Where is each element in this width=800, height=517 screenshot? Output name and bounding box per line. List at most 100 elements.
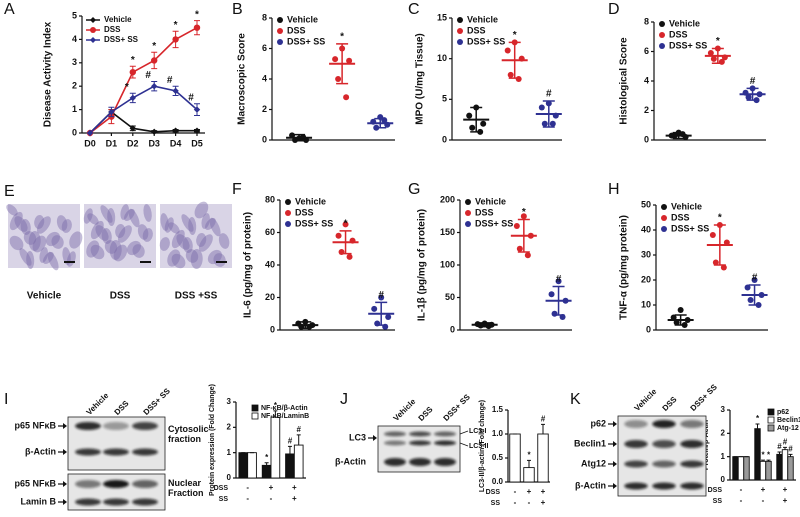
legend-marker bbox=[90, 17, 96, 23]
condition-value: + bbox=[783, 485, 788, 494]
row-label: LC3 bbox=[349, 432, 366, 442]
significance: # bbox=[546, 89, 552, 100]
significance: # bbox=[167, 75, 173, 86]
fraction-label: Cytosolic fraction bbox=[168, 424, 209, 444]
bar bbox=[781, 449, 789, 481]
row-label: p65 NFκB bbox=[14, 420, 56, 430]
fraction-label: Nuclear Fraction bbox=[168, 478, 204, 498]
significance: * bbox=[767, 450, 771, 459]
y-tick-label: 2 bbox=[721, 428, 726, 437]
data-point bbox=[151, 128, 158, 136]
blot-band bbox=[624, 460, 648, 468]
data-point bbox=[385, 314, 392, 320]
tissue-fold bbox=[45, 231, 60, 247]
data-point bbox=[342, 221, 349, 228]
bar bbox=[759, 460, 767, 481]
blot-band bbox=[75, 448, 101, 456]
tissue-fold bbox=[164, 217, 174, 233]
error-bar bbox=[542, 100, 555, 128]
data-point bbox=[335, 76, 342, 82]
tissue-fold bbox=[6, 204, 18, 216]
tissue-fold bbox=[69, 231, 83, 249]
bar bbox=[509, 433, 521, 483]
legend-marker bbox=[277, 39, 283, 45]
legend-marker bbox=[661, 215, 667, 221]
blot-band bbox=[103, 448, 129, 456]
legend-label: Vehicle bbox=[475, 196, 506, 206]
band-pointer bbox=[459, 430, 469, 435]
tissue-fold bbox=[43, 252, 54, 264]
significance: # bbox=[752, 273, 758, 284]
legend-marker bbox=[659, 21, 665, 27]
bar bbox=[787, 456, 794, 481]
blot-band bbox=[624, 440, 648, 448]
panel-label: C bbox=[408, 1, 420, 18]
y-tick-label: 8 bbox=[644, 16, 649, 26]
blot-band bbox=[624, 482, 648, 490]
error-bar bbox=[761, 459, 765, 462]
significance: * bbox=[761, 450, 765, 459]
blot-band bbox=[624, 420, 648, 428]
legend-marker bbox=[90, 27, 96, 33]
blot-band bbox=[680, 482, 704, 490]
y-tick-label: 3 bbox=[72, 57, 77, 67]
row-arrowhead bbox=[63, 449, 67, 455]
y-tick-label: 1.0 bbox=[492, 429, 504, 438]
image-caption: DSS bbox=[110, 291, 131, 302]
data-point bbox=[172, 36, 179, 43]
blot-band bbox=[434, 440, 456, 446]
y-tick-label: 5 bbox=[72, 10, 77, 20]
legend-marker bbox=[465, 210, 471, 216]
legend-swatch bbox=[767, 424, 775, 432]
legend-label: NF-κB/β-Actin bbox=[261, 405, 308, 412]
condition-name: SS bbox=[219, 496, 229, 503]
significance: * bbox=[756, 414, 760, 423]
error-bar bbox=[508, 41, 521, 79]
y-tick-label: 1.5 bbox=[492, 405, 504, 414]
legend-label: DSS bbox=[467, 25, 486, 35]
condition-name: SS bbox=[713, 498, 723, 505]
y-tick-label: 40 bbox=[265, 259, 275, 269]
data-point bbox=[129, 125, 136, 132]
error-bar bbox=[766, 459, 771, 462]
tissue-fold bbox=[100, 205, 113, 223]
image-caption: DSS +SS bbox=[175, 291, 218, 302]
blot-band bbox=[132, 448, 158, 456]
tissue-fold bbox=[185, 249, 199, 263]
error-bar bbox=[711, 47, 724, 65]
condition-value: + bbox=[527, 487, 532, 496]
blot-band bbox=[409, 458, 431, 466]
y-axis-label: Histological Score bbox=[619, 37, 630, 125]
blot-band bbox=[132, 480, 158, 488]
blot-band bbox=[680, 460, 704, 468]
y-tick-label: 60 bbox=[265, 227, 275, 237]
legend-swatch bbox=[767, 408, 775, 416]
tissue-fold bbox=[23, 231, 37, 245]
tissue-fold bbox=[117, 225, 132, 243]
legend-marker bbox=[457, 39, 463, 45]
tissue-fold bbox=[61, 219, 72, 233]
legend-label: DSS bbox=[671, 212, 690, 222]
error-bar bbox=[374, 117, 387, 129]
legend-label: DSS+ SS bbox=[287, 36, 325, 46]
data-point bbox=[151, 83, 158, 90]
y-tick-label: 200 bbox=[440, 194, 455, 204]
panel-label: I bbox=[4, 391, 8, 408]
legend-label: DSS+ SS bbox=[104, 35, 139, 44]
tissue-fold bbox=[213, 253, 226, 267]
data-point bbox=[712, 259, 719, 266]
blot-band bbox=[434, 431, 456, 437]
data-point bbox=[335, 232, 342, 239]
legend-marker bbox=[277, 17, 283, 23]
data-point bbox=[710, 55, 717, 62]
bar bbox=[765, 460, 772, 481]
legend-marker bbox=[285, 210, 291, 216]
error-bar bbox=[541, 423, 545, 434]
tissue-fold bbox=[120, 204, 129, 220]
y-tick-label: 50 bbox=[445, 292, 455, 302]
blot-band bbox=[384, 458, 406, 466]
legend-marker bbox=[277, 28, 283, 34]
band-pointer bbox=[459, 442, 469, 447]
blot-band bbox=[652, 460, 676, 468]
